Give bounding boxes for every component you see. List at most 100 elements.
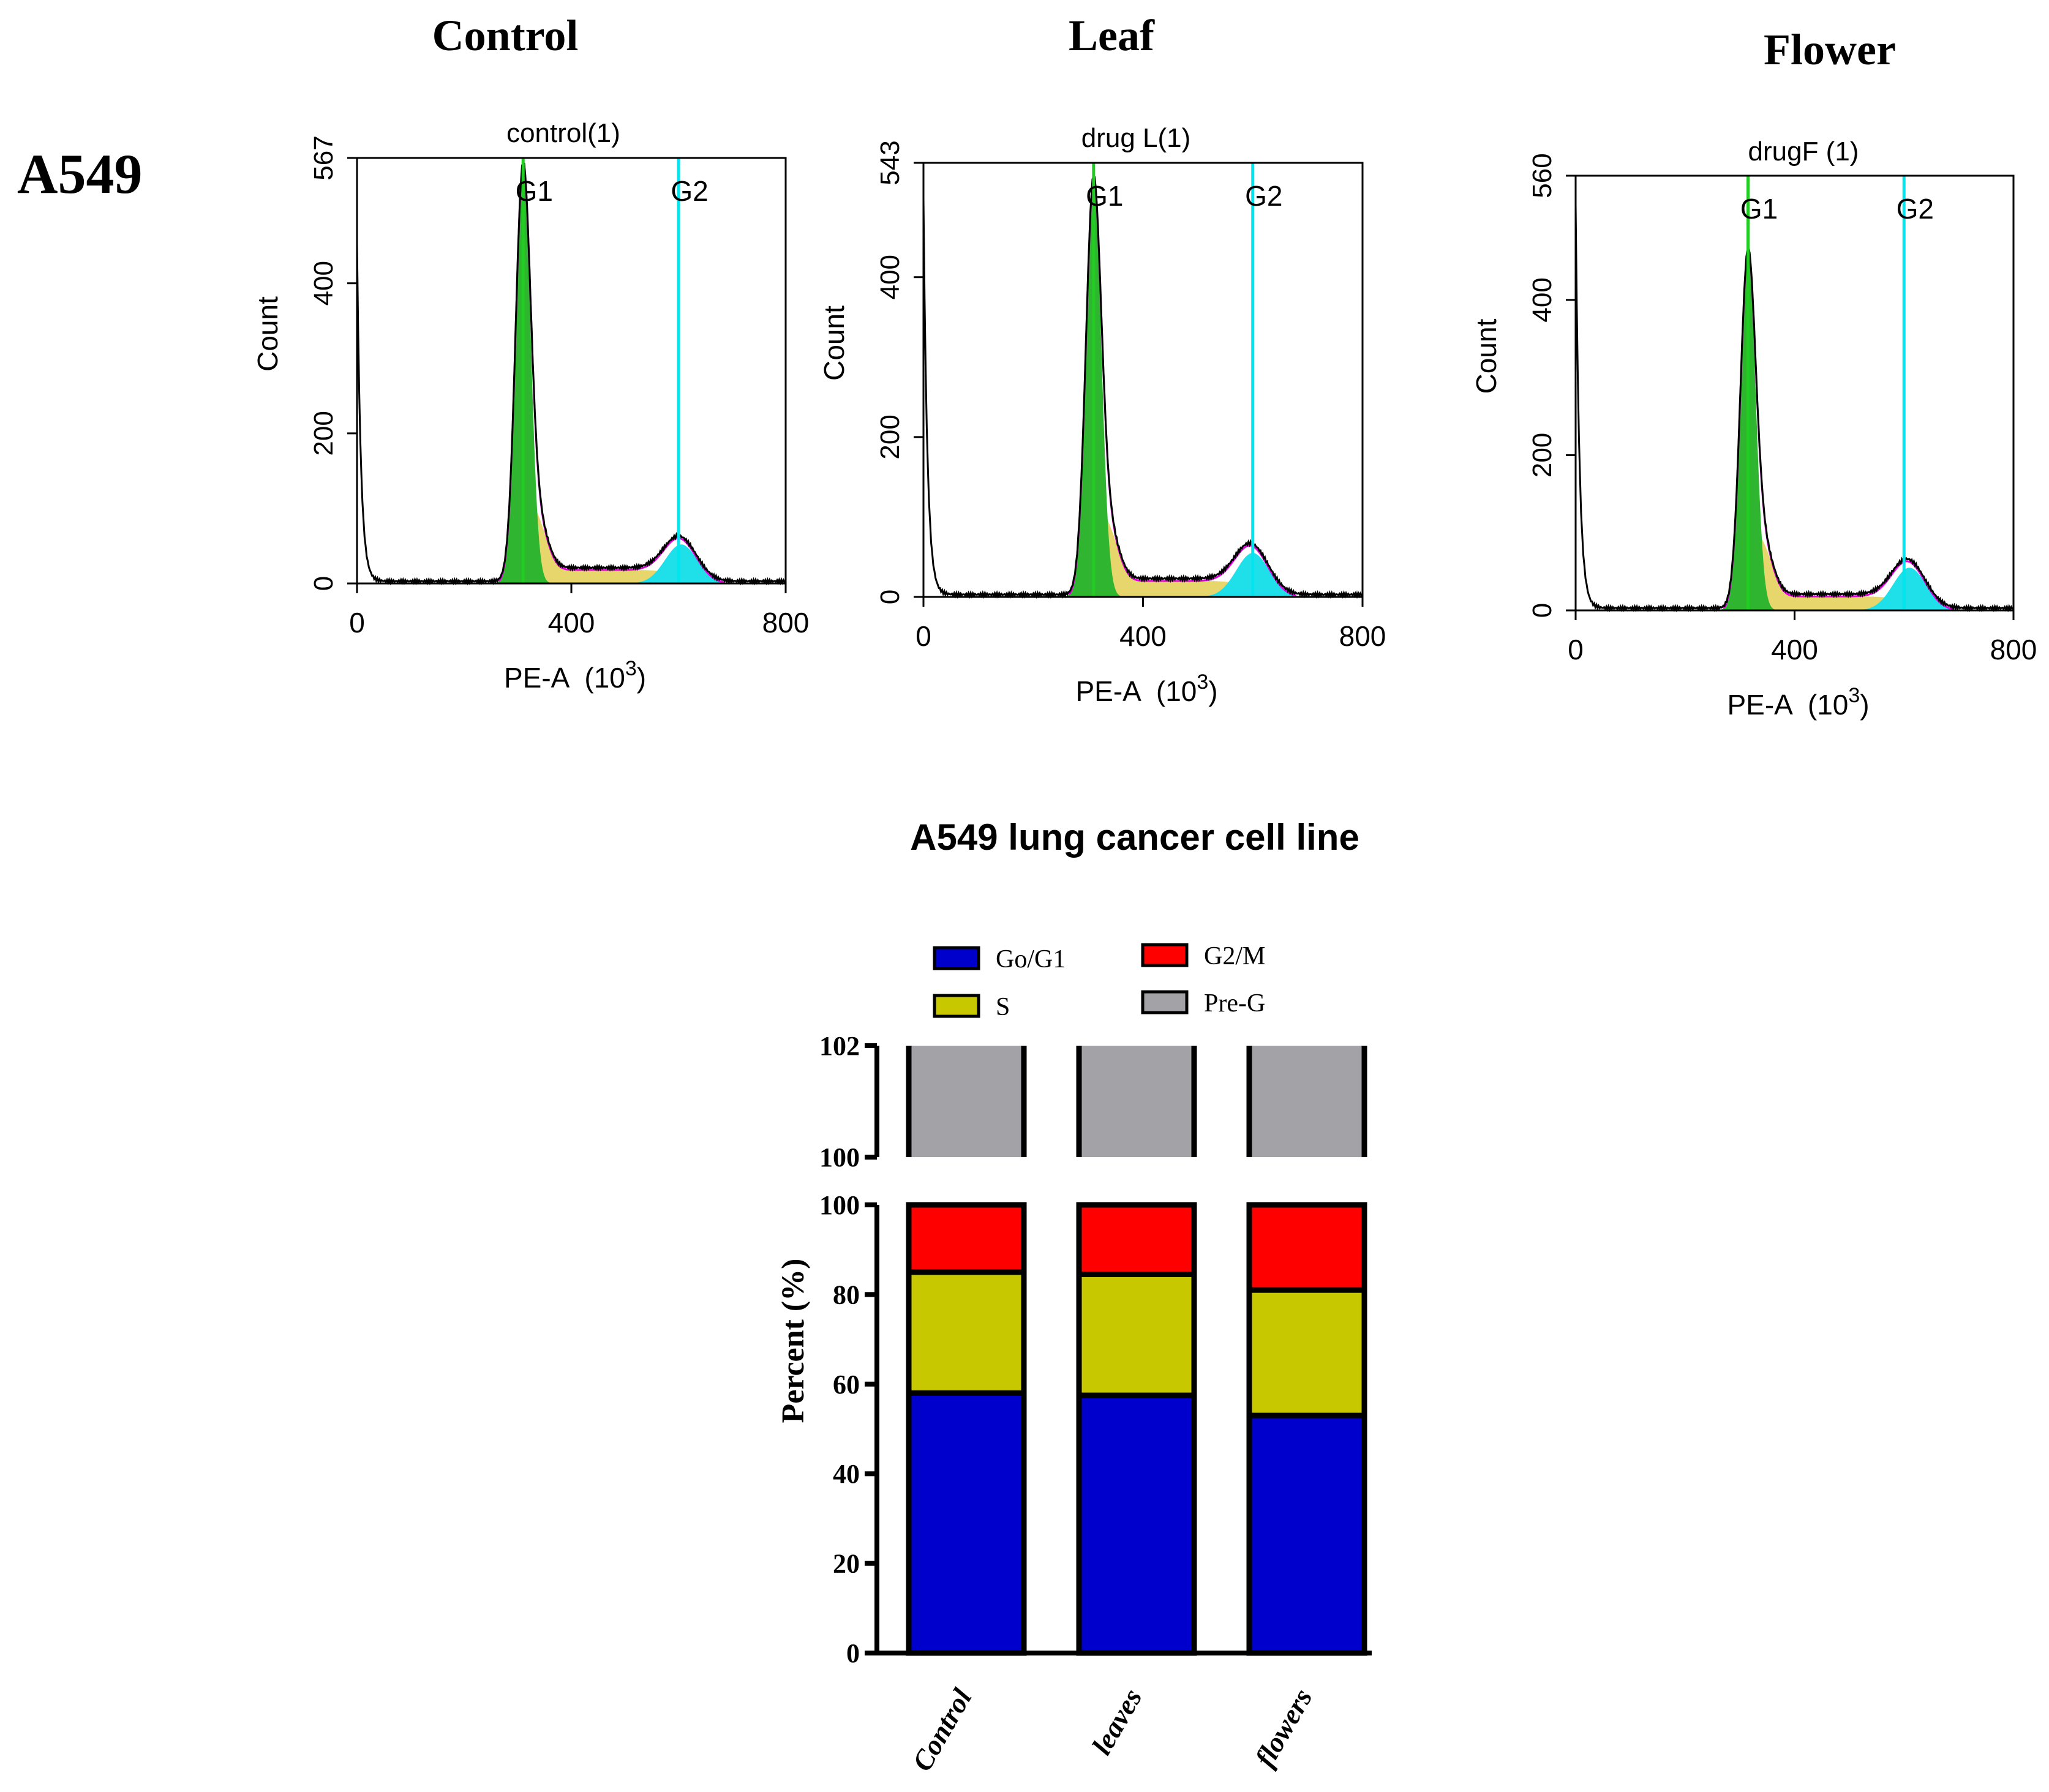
x-category-label: Control <box>906 1683 978 1776</box>
row-label: A549 <box>17 143 142 205</box>
histogram-flower: Flower drugF (1) G1 G2 0 400 800 0 200 400 560 Coun… <box>1470 25 2037 721</box>
marker-label-g1: G1 <box>1086 180 1123 212</box>
x-axis-label: PE-A (103) <box>1728 684 1870 721</box>
y-tick-label: 80 <box>833 1280 860 1310</box>
bar-segment-s <box>906 1269 1027 1396</box>
plot-frame <box>922 162 1364 598</box>
y-tick-label: 400 <box>875 255 905 299</box>
column-title: Leaf <box>1069 11 1155 60</box>
x-axis-label-name: PE-A <box>1728 689 1794 721</box>
x-category-label: leaves <box>1086 1684 1148 1760</box>
y-tick-label: 567 <box>309 135 339 180</box>
data-histogram-line <box>356 160 787 586</box>
y-tick-label: 60 <box>833 1370 860 1400</box>
bar-segment-gog1 <box>1076 1392 1197 1656</box>
y-tick-label: 200 <box>875 414 905 459</box>
y-tick-label: 100 <box>819 1142 860 1172</box>
y-tick-label: 20 <box>833 1549 860 1579</box>
x-axis-unit-close: ) <box>1860 689 1869 721</box>
s-phase-area <box>502 476 692 583</box>
panel-title: drug L(1) <box>1081 123 1191 153</box>
x-axis-label-name: PE-A <box>504 662 570 694</box>
x-tick-label: 0 <box>915 620 931 652</box>
g2-area <box>1860 568 1959 610</box>
x-axis-unit: (10 <box>584 662 625 694</box>
stacked-bar-chart: A549 lung cancer cell line Go/G1 S G2/M Pre-… <box>776 817 1372 1776</box>
x-axis-label-name: PE-A <box>1076 675 1142 707</box>
legend-swatch-g2m <box>1141 943 1189 967</box>
y-axis-label: Count <box>1470 318 1502 394</box>
x-axis-label: PE-A (103) <box>504 657 646 694</box>
data-histogram-line <box>922 174 1364 599</box>
x-axis-unit-exponent: 3 <box>1848 684 1860 707</box>
bar-segment-s <box>1246 1287 1367 1419</box>
y-tick-label: 200 <box>309 411 339 455</box>
bar-segment-gog1 <box>906 1390 1027 1656</box>
y-tick-label: 0 <box>309 576 339 591</box>
x-category-label: flowers <box>1249 1684 1318 1772</box>
plot-frame <box>1574 174 2015 612</box>
marker-label-g1: G1 <box>1740 193 1778 225</box>
marker-label-g2: G2 <box>1245 180 1282 212</box>
bar-segment-s <box>1076 1271 1197 1398</box>
chart-title: A549 lung cancer cell line <box>910 817 1359 858</box>
bar-segment-preg <box>1249 1046 1364 1157</box>
panel-title: drugF (1) <box>1748 137 1859 167</box>
y-tick-label: 40 <box>833 1459 860 1489</box>
x-tick-label: 800 <box>1339 620 1386 652</box>
legend-swatch-gog1 <box>933 946 980 970</box>
plot-frame <box>356 157 787 585</box>
bar-segment-gog1 <box>1246 1412 1367 1656</box>
x-tick-label: 800 <box>1990 634 2037 665</box>
y-tick-label: 100 <box>819 1190 860 1220</box>
histogram-leaf: Leaf drug L(1) G1 G2 0 400 800 0 200 400 543 Count P… <box>818 11 1386 707</box>
marker-label-g2: G2 <box>671 175 708 207</box>
y-tick-label: 400 <box>1527 277 1557 322</box>
bar-segment-g2m <box>1246 1202 1367 1293</box>
x-axis-label: PE-A (103) <box>1076 670 1218 707</box>
histogram-control: Control control(1) G1 G2 0 400 800 0 200 400 567 Co… <box>252 11 809 694</box>
bar-segment-g2m <box>1076 1202 1197 1277</box>
y-axis-label: Count <box>818 306 850 381</box>
legend-swatch-s <box>933 994 980 1018</box>
x-tick-label: 0 <box>349 607 365 639</box>
g2-area <box>633 544 730 583</box>
x-tick-label: 400 <box>548 607 595 639</box>
s-phase-area <box>1071 489 1264 597</box>
x-tick-label: 400 <box>1119 620 1167 652</box>
marker-label-g1: G1 <box>516 175 553 207</box>
legend-label: Go/G1 <box>996 945 1066 973</box>
y-tick-label: 102 <box>819 1031 860 1061</box>
x-axis-unit: (10 <box>1156 675 1197 707</box>
bar-segment-preg <box>1079 1046 1194 1157</box>
x-axis-unit-exponent: 3 <box>625 657 637 680</box>
y-tick-label: 560 <box>1527 153 1557 198</box>
bar-segment-g2m <box>906 1202 1027 1275</box>
y-tick-label: 400 <box>309 261 339 306</box>
column-title: Control <box>432 11 579 60</box>
x-axis-unit-close: ) <box>1208 675 1217 707</box>
legend-label: S <box>996 993 1010 1021</box>
marker-label-g2: G2 <box>1897 193 1934 225</box>
y-tick-label: 0 <box>875 590 905 604</box>
y-tick-label: 0 <box>846 1638 860 1668</box>
data-histogram-line <box>1574 204 2015 613</box>
y-axis-label: Percent (%) <box>776 1258 811 1423</box>
column-title: Flower <box>1764 25 1896 74</box>
legend-swatch-preg <box>1141 990 1189 1014</box>
y-tick-label: 200 <box>1527 433 1557 478</box>
x-tick-label: 400 <box>1771 634 1818 665</box>
x-axis-unit: (10 <box>1808 689 1848 721</box>
x-tick-label: 0 <box>1568 634 1584 665</box>
x-axis-unit-exponent: 3 <box>1197 670 1208 694</box>
s-phase-area <box>1726 517 1921 610</box>
panel-title: control(1) <box>506 118 620 148</box>
legend-label: G2/M <box>1204 942 1265 970</box>
y-tick-label: 0 <box>1527 603 1557 618</box>
x-tick-label: 800 <box>762 607 810 639</box>
legend-label: Pre-G <box>1204 989 1265 1018</box>
y-axis-label: Count <box>252 296 284 372</box>
y-tick-label: 543 <box>875 140 905 185</box>
x-axis-unit-close: ) <box>637 662 646 694</box>
